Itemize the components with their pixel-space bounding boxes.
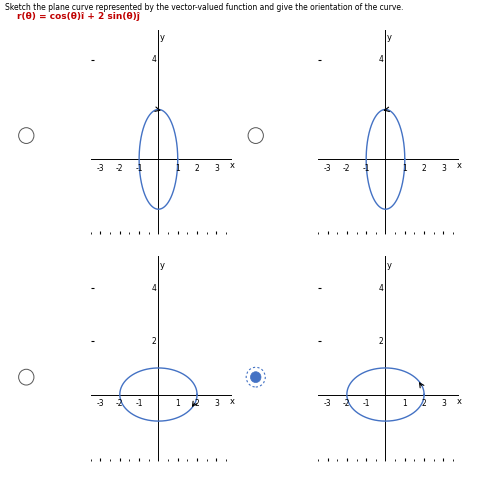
Text: Sketch the plane curve represented by the vector-valued function and give the or: Sketch the plane curve represented by th… — [5, 3, 403, 12]
Text: -2: -2 — [116, 164, 123, 173]
Text: x: x — [229, 161, 235, 170]
Text: 2: 2 — [379, 337, 383, 346]
Text: 2: 2 — [422, 399, 426, 408]
Text: y: y — [160, 260, 165, 270]
Text: 1: 1 — [175, 164, 180, 173]
Text: 1: 1 — [402, 164, 407, 173]
Text: -2: -2 — [343, 399, 350, 408]
Text: x: x — [229, 397, 235, 406]
Text: x: x — [456, 397, 462, 406]
Text: 1: 1 — [175, 399, 180, 408]
Text: -2: -2 — [116, 399, 123, 408]
Text: -1: -1 — [362, 164, 370, 173]
Text: -3: -3 — [97, 399, 104, 408]
Text: r(θ) = cos(θ)î + 2 sin(θ)ĵ: r(θ) = cos(θ)î + 2 sin(θ)ĵ — [17, 12, 140, 21]
Text: 3: 3 — [441, 164, 446, 173]
Text: 3: 3 — [214, 399, 219, 408]
Text: x: x — [456, 161, 462, 170]
Text: 2: 2 — [195, 164, 199, 173]
Text: y: y — [387, 260, 392, 270]
Text: 2: 2 — [152, 337, 156, 346]
Text: -3: -3 — [324, 164, 331, 173]
Text: y: y — [387, 34, 392, 42]
Text: 1: 1 — [402, 399, 407, 408]
Text: 4: 4 — [378, 55, 383, 64]
Text: -1: -1 — [362, 399, 370, 408]
Text: -1: -1 — [135, 399, 143, 408]
Text: 3: 3 — [441, 399, 446, 408]
Text: -3: -3 — [324, 399, 331, 408]
Text: y: y — [160, 34, 165, 42]
Text: 4: 4 — [378, 284, 383, 293]
Text: -3: -3 — [97, 164, 104, 173]
Text: 2: 2 — [422, 164, 426, 173]
Text: -1: -1 — [135, 164, 143, 173]
Text: 3: 3 — [214, 164, 219, 173]
Text: 4: 4 — [151, 55, 156, 64]
Text: 4: 4 — [151, 284, 156, 293]
Text: 2: 2 — [195, 399, 199, 408]
Text: -2: -2 — [343, 164, 350, 173]
